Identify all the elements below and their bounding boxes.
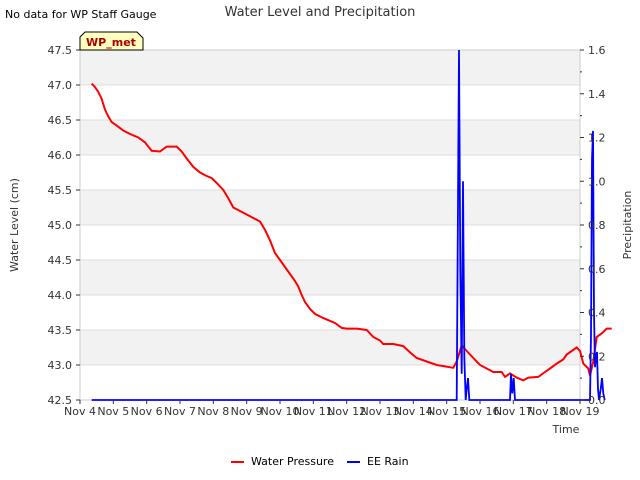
legend-water-pressure-label: Water Pressure [251,455,334,468]
legend-ee-rain-label: EE Rain [367,455,409,468]
x-tick-label: Nov 15 [427,405,466,418]
water-pressure-series [90,82,612,382]
y-right-tick-label: 0.0 [588,394,606,407]
grid-band [80,330,580,365]
grid-band [80,50,580,85]
x-tick-label: Nov 14 [394,405,433,418]
y-right-tick-label: 1.6 [588,44,606,57]
site-badge-label: WP_met [86,36,136,49]
y-left-tick-label: 44.0 [48,289,73,302]
y-left-tick-label: 47.0 [48,79,73,92]
y-left-tick-label: 46.0 [48,149,73,162]
y-right-tick-label: 0.8 [588,219,606,232]
x-tick-label: Nov 16 [461,405,500,418]
x-tick-label: Nov 7 [164,405,196,418]
ee-rain-series [91,49,606,401]
x-tick-label: Nov 18 [527,405,566,418]
x-tick-label: Nov 4 [64,405,96,418]
x-tick-label: Nov 17 [494,405,533,418]
y-axis-left-label: Water Level (cm) [8,178,21,272]
x-tick-label: Nov 19 [561,405,600,418]
y-axis-right-label: Precipitation [621,191,634,260]
x-tick-label: Nov 6 [131,405,163,418]
axis-ticks: 42.5 43.0 43.5 44.0 44.5 45.0 45.5 46.0 46.5 47.0… [48,44,606,418]
grid-band [80,260,580,295]
site-badge-box [79,31,144,51]
grid-band [80,155,580,190]
x-tick-label: Nov 13 [361,405,400,418]
x-tick-label: Nov 9 [231,405,263,418]
y-left-tick-label: 43.0 [48,359,73,372]
y-left-tick-label: 43.5 [48,324,73,337]
grid-band [80,190,580,225]
y-left-tick-label: 42.5 [48,394,73,407]
site-badge: WP_met [79,31,144,51]
no-data-note: No data for WP Staff Gauge [5,8,157,21]
grid-band [80,365,580,400]
y-right-tick-label: 1.4 [588,88,606,101]
y-right-tick-label: 1.0 [588,175,606,188]
y-left-tick-label: 46.5 [48,114,73,127]
y-right-tick-label: 0.2 [588,350,606,363]
grid-band [80,225,580,260]
grid-band [80,120,580,155]
grid-band [80,295,580,330]
chart-title: Water Level and Precipitation [225,5,416,20]
y-left-tick-label: 45.5 [48,184,73,197]
grid-bands [80,49,580,401]
x-tick-label: Nov 10 [261,405,300,418]
y-left-tick-label: 47.5 [48,44,73,57]
x-tick-label: Nov 8 [197,405,229,418]
legend: Water Pressure EE Rain [231,455,409,468]
y-right-tick-label: 0.4 [588,307,606,320]
x-tick-label: Nov 5 [97,405,129,418]
x-axis-label: Time [552,423,580,436]
x-tick-label: Nov 12 [327,405,366,418]
y-right-tick-label: 1.2 [588,132,606,145]
ee-rain-line [91,49,606,401]
y-left-tick-label: 44.5 [48,254,73,267]
y-right-tick-label: 0.6 [588,263,606,276]
x-tick-label: Nov 11 [294,405,333,418]
y-left-tick-label: 45.0 [48,219,73,232]
water-pressure-line [90,82,612,382]
grid-band [80,85,580,120]
